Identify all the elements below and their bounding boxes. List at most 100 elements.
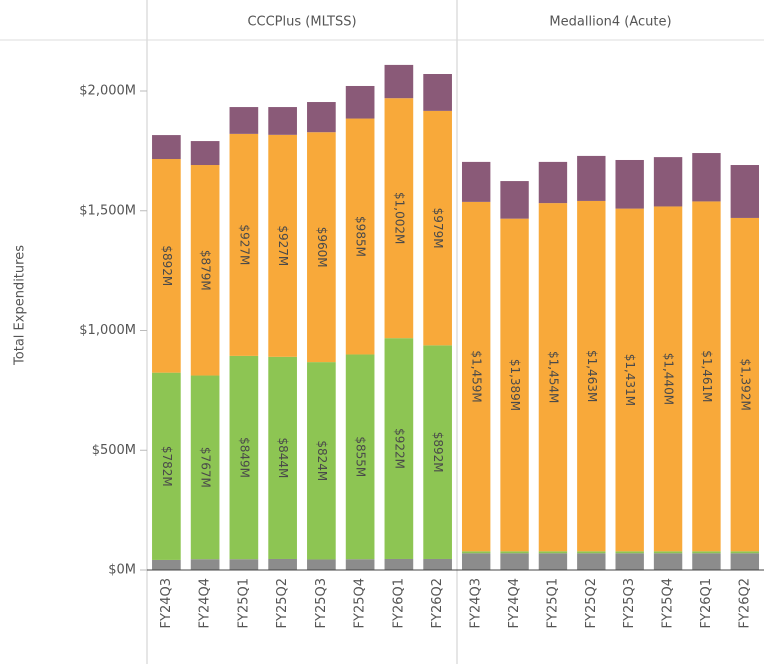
bar-segment <box>461 201 491 552</box>
x-tick-label: FY25Q2 <box>275 578 290 628</box>
x-tick-label: FY26Q2 <box>430 578 445 628</box>
bar-segment <box>384 64 414 99</box>
value-label: $767M <box>199 447 213 488</box>
bar-segment <box>500 218 529 552</box>
x-tick-label: FY24Q4 <box>198 578 213 628</box>
bar-segment <box>615 551 644 554</box>
bar-segment <box>268 107 297 135</box>
value-label: $922M <box>392 428 406 469</box>
bar-segment <box>229 133 259 356</box>
bar-segment <box>345 118 375 355</box>
bar-segment <box>345 354 375 560</box>
bar-segment <box>538 203 568 552</box>
bar-segment <box>345 85 375 119</box>
y-tick-label: $0M <box>108 563 136 578</box>
x-tick-label: FY25Q1 <box>236 578 251 628</box>
bar-segment <box>229 107 259 134</box>
bar-segment <box>268 558 297 570</box>
value-label: $1,463M <box>585 350 599 402</box>
bar-segment <box>653 206 683 552</box>
bar-segment <box>461 553 491 570</box>
bar-segment <box>653 157 683 207</box>
bar-segment <box>307 362 336 560</box>
bar-segment <box>730 553 760 570</box>
bar-segment <box>692 553 721 570</box>
bar-segment <box>500 551 529 554</box>
bar-segment <box>152 135 181 160</box>
bar-segment <box>692 201 721 552</box>
bar-segment <box>152 159 181 373</box>
bar-segment <box>384 98 414 339</box>
x-tick-label: FY25Q3 <box>314 578 329 628</box>
y-axis-label: Total Expenditures <box>13 245 28 366</box>
bar-segment <box>692 153 721 202</box>
bar-segment <box>423 74 452 111</box>
bar-segment <box>152 559 181 570</box>
bar-segment <box>577 551 606 554</box>
bar-segment <box>229 559 259 570</box>
bar-segment <box>268 134 297 357</box>
bar-segment <box>615 208 644 552</box>
bar-segment <box>384 558 414 570</box>
value-label: $824M <box>315 440 329 481</box>
y-tick-label: $1,000M <box>79 323 136 338</box>
value-label: $1,459M <box>470 350 484 402</box>
y-tick-label: $1,500M <box>79 203 136 218</box>
bar-segment <box>615 553 644 570</box>
bar-segment <box>461 161 491 202</box>
bar-segment <box>190 141 220 166</box>
x-tick-label: FY25Q4 <box>353 578 368 628</box>
bar-segment <box>307 559 336 570</box>
bar-segment <box>577 200 606 552</box>
value-label: $892M <box>431 432 445 473</box>
value-label: $892M <box>160 245 174 286</box>
value-label: $1,461M <box>700 350 714 402</box>
value-label: $927M <box>237 224 251 265</box>
bar-segment <box>307 102 336 133</box>
bar-segment <box>500 553 529 570</box>
y-tick-label: $2,000M <box>79 84 136 99</box>
bar-segment <box>423 558 452 570</box>
value-label: $844M <box>276 437 290 478</box>
bar-segment <box>152 372 181 560</box>
bar-segment <box>500 181 529 219</box>
x-tick-label: FY25Q1 <box>545 578 560 628</box>
value-label: $849M <box>237 437 251 478</box>
value-label: $960M <box>315 227 329 268</box>
x-tick-label: FY26Q1 <box>699 578 714 628</box>
bar-segment <box>615 159 644 209</box>
panel-title: CCCPlus (MLTSS) <box>247 15 356 30</box>
bar-segment <box>538 553 568 570</box>
value-label: $1,389M <box>508 359 522 411</box>
x-tick-label: FY26Q1 <box>391 578 406 628</box>
x-tick-label: FY25Q4 <box>661 578 676 628</box>
bar-segment <box>577 155 606 201</box>
bar-segment <box>229 355 259 560</box>
x-tick-label: FY24Q4 <box>507 578 522 628</box>
bar-segment <box>423 110 452 346</box>
value-label: $1,431M <box>623 354 637 406</box>
bar-segment <box>423 345 452 559</box>
bar-segment <box>577 553 606 570</box>
x-tick-label: FY24Q3 <box>469 578 484 628</box>
bar-segment <box>268 356 297 559</box>
value-label: $985M <box>354 216 368 257</box>
bar-segment <box>653 551 683 554</box>
bar-segment <box>190 559 220 570</box>
value-label: $1,002M <box>392 192 406 244</box>
value-label: $979M <box>431 208 445 249</box>
value-label: $1,454M <box>546 351 560 403</box>
x-tick-label: FY25Q3 <box>622 578 637 628</box>
x-tick-label: FY26Q2 <box>737 578 752 628</box>
bar-segment <box>730 217 760 552</box>
x-tick-label: FY24Q3 <box>159 578 174 628</box>
bar-segment <box>384 338 414 559</box>
value-label: $1,440M <box>662 353 676 405</box>
bar-segment <box>190 375 220 560</box>
bar-segment <box>538 161 568 204</box>
bar-segment <box>190 165 220 376</box>
bar-segment <box>730 551 760 554</box>
value-label: $855M <box>354 436 368 477</box>
bar-segment <box>538 551 568 554</box>
bar-segment <box>730 165 760 218</box>
